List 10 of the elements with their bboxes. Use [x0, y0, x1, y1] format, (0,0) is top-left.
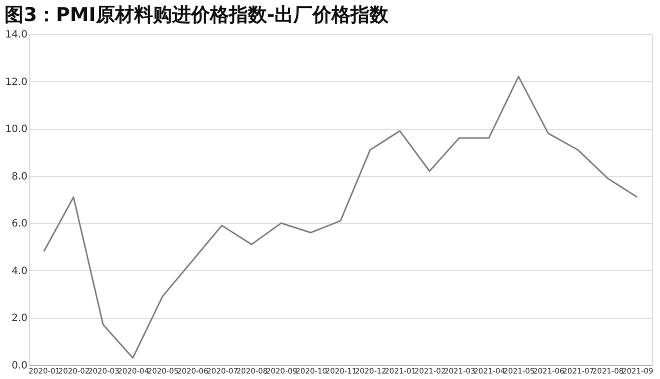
- y-tick-label: 10.0: [5, 124, 28, 136]
- y-tick-label: 8.0: [12, 171, 28, 182]
- y-tick-label: 2.0: [12, 313, 28, 324]
- chart-title: 图3：PMI原材料购进价格指数-出厂价格指数: [4, 4, 390, 26]
- y-tick-label: 6.0: [12, 218, 28, 230]
- line-series: [43, 76, 638, 359]
- y-tick-label: 12.0: [5, 76, 28, 88]
- y-tick-label: 4.0: [12, 266, 28, 277]
- y-tick-label: 0.0: [12, 360, 28, 372]
- y-tick-label: 14.0: [5, 30, 28, 40]
